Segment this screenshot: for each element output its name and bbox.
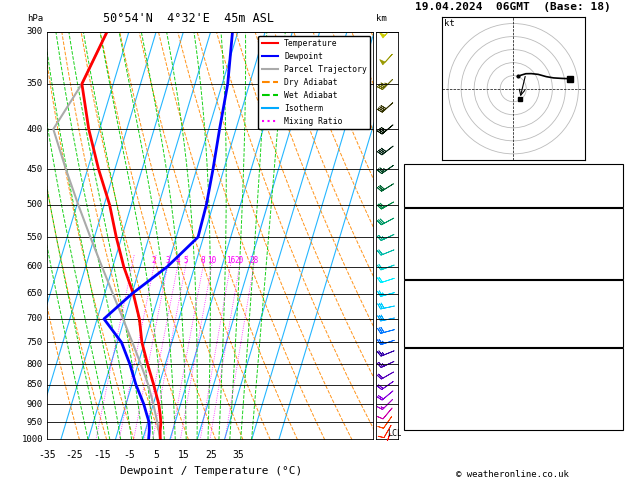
Text: PW (cm): PW (cm) <box>407 195 448 205</box>
Text: 300: 300 <box>27 27 43 36</box>
Text: 2.2: 2.2 <box>602 228 620 239</box>
Text: 20: 20 <box>235 256 244 264</box>
Legend: Temperature, Dewpoint, Parcel Trajectory, Dry Adiabat, Wet Adiabat, Isotherm, Mi: Temperature, Dewpoint, Parcel Trajectory… <box>259 35 370 129</box>
Text: 6: 6 <box>376 314 381 323</box>
Text: Most Unstable: Most Unstable <box>475 284 552 295</box>
Text: 750: 750 <box>27 338 43 347</box>
Text: 24: 24 <box>608 416 620 426</box>
Text: Totals Totals: Totals Totals <box>407 182 483 191</box>
Text: StmDir: StmDir <box>407 399 442 409</box>
Text: -35: -35 <box>38 450 56 460</box>
Text: 122: 122 <box>602 381 620 391</box>
Text: 400: 400 <box>27 124 43 134</box>
Text: 3: 3 <box>376 181 381 190</box>
Text: 1000: 1000 <box>21 435 43 444</box>
Text: ASL: ASL <box>376 44 392 53</box>
Text: -15: -15 <box>93 450 111 460</box>
Text: Surface: Surface <box>493 211 534 222</box>
Text: 4: 4 <box>376 227 381 236</box>
Text: 10: 10 <box>207 256 216 264</box>
Text: hPa: hPa <box>27 15 43 23</box>
Text: 0: 0 <box>614 337 620 347</box>
Text: 25: 25 <box>205 450 216 460</box>
Text: 550: 550 <box>27 233 43 242</box>
Text: 4: 4 <box>175 256 180 264</box>
Text: Lifted Index: Lifted Index <box>407 314 477 324</box>
Text: θₑ (K): θₑ (K) <box>407 303 442 313</box>
Text: 8: 8 <box>201 256 205 264</box>
Text: CIN (J): CIN (J) <box>407 337 448 347</box>
Text: 500: 500 <box>27 200 43 209</box>
Text: km: km <box>376 15 387 23</box>
Text: K: K <box>407 168 413 178</box>
Text: © weatheronline.co.uk: © weatheronline.co.uk <box>456 469 569 479</box>
Text: θₑ(K): θₑ(K) <box>407 239 437 249</box>
Text: 15: 15 <box>177 450 189 460</box>
Text: 1.17: 1.17 <box>596 195 620 205</box>
Text: 13: 13 <box>608 249 620 259</box>
Text: CAPE (J): CAPE (J) <box>407 326 454 335</box>
Text: 1: 1 <box>376 86 381 95</box>
Text: 2: 2 <box>376 134 381 143</box>
Text: 6.5: 6.5 <box>602 218 620 228</box>
Text: 5: 5 <box>153 450 159 460</box>
Text: 11: 11 <box>608 314 620 324</box>
Text: StmSpd (kt): StmSpd (kt) <box>407 416 472 426</box>
Text: 16: 16 <box>226 256 235 264</box>
Text: CIN (J): CIN (J) <box>407 269 448 279</box>
Text: 290: 290 <box>602 239 620 249</box>
Text: 3: 3 <box>614 168 620 178</box>
Text: Temp (°C): Temp (°C) <box>407 218 460 228</box>
Text: 35: 35 <box>232 450 244 460</box>
Text: 7: 7 <box>376 360 381 369</box>
Text: CAPE (J): CAPE (J) <box>407 259 454 269</box>
Text: 0: 0 <box>614 326 620 335</box>
Text: 50°54'N  4°32'E  45m ASL: 50°54'N 4°32'E 45m ASL <box>103 12 274 25</box>
Text: SREH: SREH <box>407 381 430 391</box>
Text: 650: 650 <box>27 289 43 298</box>
Text: Dewp (°C): Dewp (°C) <box>407 228 460 239</box>
Text: 600: 600 <box>27 262 43 271</box>
Text: LCL: LCL <box>387 429 403 438</box>
Text: Mixing Ratio (g/kg): Mixing Ratio (g/kg) <box>409 188 418 283</box>
Text: 19.04.2024  06GMT  (Base: 18): 19.04.2024 06GMT (Base: 18) <box>415 2 611 13</box>
Text: 44: 44 <box>608 363 620 373</box>
Text: 950: 950 <box>27 418 43 427</box>
Text: Dewpoint / Temperature (°C): Dewpoint / Temperature (°C) <box>120 467 302 476</box>
Text: -25: -25 <box>65 450 83 460</box>
Text: 293: 293 <box>602 303 620 313</box>
Text: 900: 900 <box>27 399 43 409</box>
Text: Lifted Index: Lifted Index <box>407 249 477 259</box>
Text: 850: 850 <box>27 380 43 389</box>
Text: Hodograph: Hodograph <box>487 352 540 363</box>
Text: kt: kt <box>444 19 455 28</box>
Text: -5: -5 <box>123 450 135 460</box>
Text: 2: 2 <box>152 256 156 264</box>
Text: 800: 800 <box>27 360 43 369</box>
Text: 0: 0 <box>614 259 620 269</box>
Text: 450: 450 <box>27 165 43 174</box>
Text: 28: 28 <box>249 256 259 264</box>
Text: 40: 40 <box>608 182 620 191</box>
Text: Pressure (mb): Pressure (mb) <box>407 292 483 302</box>
Text: 3: 3 <box>165 256 170 264</box>
Text: 335°: 335° <box>596 399 620 409</box>
Text: 5: 5 <box>183 256 188 264</box>
Text: 350: 350 <box>27 79 43 88</box>
Text: 5: 5 <box>376 272 381 281</box>
Text: 0: 0 <box>614 269 620 279</box>
Text: 700: 700 <box>27 314 43 323</box>
Text: 900: 900 <box>602 292 620 302</box>
Text: EH: EH <box>407 363 419 373</box>
Text: 8: 8 <box>376 399 381 409</box>
